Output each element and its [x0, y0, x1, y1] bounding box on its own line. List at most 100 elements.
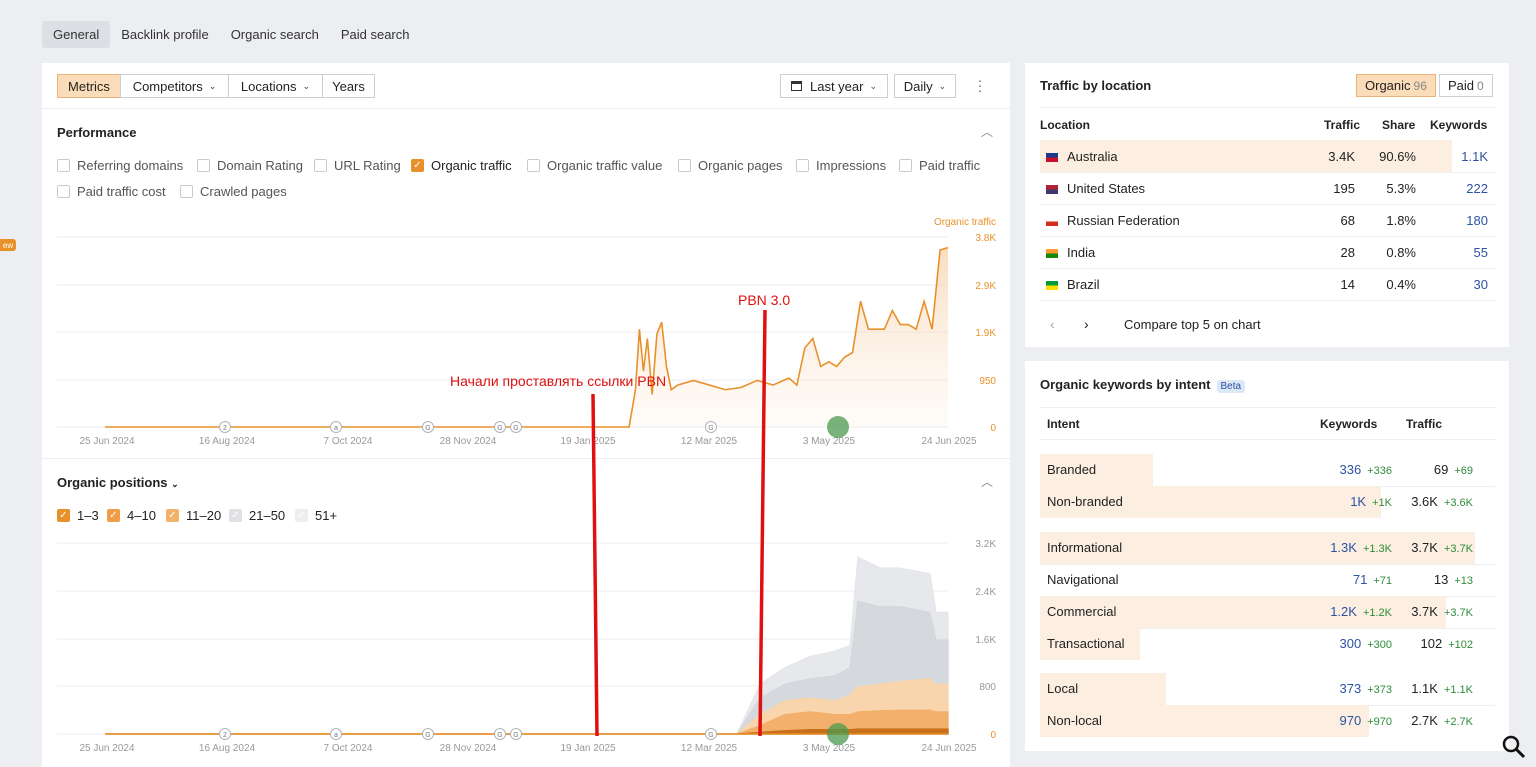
pos-x-tick: 7 Oct 2024: [324, 743, 373, 754]
intent-keywords[interactable]: 970 +970: [1275, 713, 1392, 728]
keywords-delta: +336: [1367, 465, 1392, 477]
keywords-link[interactable]: 222: [1466, 181, 1488, 196]
position-filter-2[interactable]: ✓ 11–20: [166, 508, 221, 523]
compare-top5-link[interactable]: Compare top 5 on chart: [1124, 317, 1261, 332]
checkbox-organic-pages[interactable]: Organic pages: [678, 158, 783, 173]
position-filter-1[interactable]: ✓ 4–10: [107, 508, 156, 523]
keywords-link[interactable]: 55: [1473, 245, 1488, 260]
traffic-delta: +3.7K: [1443, 607, 1473, 619]
chevron-up-icon[interactable]: ︿: [981, 475, 994, 489]
tab-backlink-profile[interactable]: Backlink profile: [121, 27, 209, 42]
checkbox-label: Paid traffic cost: [77, 184, 166, 199]
chevron-down-icon: ⌄: [938, 80, 947, 91]
pos-event-marker[interactable]: [422, 728, 434, 740]
keywords-link[interactable]: 180: [1466, 213, 1488, 228]
keywords-delta: +1K: [1372, 497, 1392, 509]
intent-label: Non-local: [1047, 713, 1102, 728]
checkbox-organic-traffic[interactable]: ✓ Organic traffic: [411, 158, 512, 173]
organic-toggle[interactable]: Organic 96: [1356, 74, 1436, 97]
organic-traffic-line[interactable]: [105, 246, 949, 428]
traffic-value: 2.7K: [1411, 713, 1438, 728]
competitors-dropdown[interactable]: Competitors ⌄: [120, 74, 229, 98]
traffic-by-location-card: Traffic by location Organic 96 Paid 0 Loca…: [1025, 63, 1509, 347]
chevron-down-icon: ⌄: [208, 80, 217, 91]
position-filter-3[interactable]: ✓ 21–50: [229, 508, 285, 523]
col-traffic: Traffic: [1406, 417, 1443, 431]
keywords-link[interactable]: 1.1K: [1461, 149, 1488, 164]
checkbox-label: 1–3: [77, 508, 99, 523]
pbn3-marker-line: [758, 309, 767, 737]
perf-event-marker-label: a: [334, 425, 338, 432]
pos-event-marker[interactable]: [219, 728, 231, 740]
intent-keywords[interactable]: 336 +336: [1275, 462, 1392, 477]
traffic-value: 28: [1340, 245, 1355, 260]
pos-event-marker[interactable]: [330, 728, 342, 740]
checkbox-domain-rating[interactable]: Domain Rating: [197, 158, 303, 173]
checkbox-box: [57, 159, 70, 172]
green-event-dot[interactable]: [827, 416, 849, 438]
new-badge[interactable]: ew: [0, 239, 16, 251]
granularity-dropdown[interactable]: Daily ⌄: [894, 74, 956, 98]
checkbox-label: Referring domains: [77, 158, 184, 173]
checkbox-paid-traffic-cost[interactable]: Paid traffic cost: [57, 184, 166, 199]
checkbox-url-rating[interactable]: URL Rating: [314, 158, 401, 173]
intent-keywords[interactable]: 1K +1K: [1275, 494, 1392, 509]
paid-toggle[interactable]: Paid 0: [1439, 74, 1493, 97]
next-arrow-icon[interactable]: ›: [1084, 316, 1089, 332]
perf-x-tick: 28 Nov 2024: [440, 436, 497, 447]
checkbox-label: 51+: [315, 508, 338, 523]
traffic-delta: +3.7K: [1443, 543, 1473, 555]
tab-paid-search[interactable]: Paid search: [340, 27, 410, 42]
tab-organic-search[interactable]: Organic search: [230, 27, 319, 42]
checkbox-impressions[interactable]: Impressions: [796, 158, 886, 173]
search-icon[interactable]: [1500, 733, 1528, 761]
tab-general[interactable]: General: [42, 21, 111, 48]
pos-event-marker[interactable]: [494, 728, 506, 740]
location-row[interactable]: United States: [1046, 181, 1145, 196]
green-event-dot[interactable]: [827, 723, 849, 745]
intent-keywords[interactable]: 300 +300: [1275, 636, 1392, 651]
intent-keywords[interactable]: 1.3K +1.3K: [1275, 540, 1392, 555]
organic-positions-title[interactable]: Organic positions ⌄: [57, 475, 179, 490]
more-options-icon[interactable]: · · ·: [977, 72, 983, 98]
pos-x-tick: 16 Aug 2024: [199, 743, 256, 754]
perf-event-marker[interactable]: [422, 421, 434, 433]
keywords-delta: +373: [1367, 684, 1392, 696]
pos-event-marker[interactable]: [510, 728, 522, 740]
checkbox-box: ✓: [295, 509, 308, 522]
location-row[interactable]: Brazil: [1046, 277, 1100, 292]
checkbox-referring-domains[interactable]: Referring domains: [57, 158, 183, 173]
intent-keywords[interactable]: 1.2K +1.2K: [1275, 604, 1392, 619]
country-name: India: [1067, 245, 1096, 260]
perf-event-marker[interactable]: [494, 421, 506, 433]
pos-event-marker[interactable]: [705, 728, 717, 740]
pos-x-tick: 28 Nov 2024: [440, 743, 497, 754]
checkbox-crawled-pages[interactable]: Crawled pages: [180, 184, 287, 199]
perf-event-marker[interactable]: [330, 421, 342, 433]
perf-event-marker[interactable]: [705, 421, 717, 433]
perf-event-marker[interactable]: [510, 421, 522, 433]
traffic-delta: +69: [1454, 465, 1473, 477]
intent-keywords[interactable]: 71 +71: [1275, 572, 1392, 587]
keywords-delta: +1.3K: [1362, 543, 1392, 555]
checkbox-box: ✓: [57, 509, 70, 522]
position-filter-0[interactable]: ✓ 1–3: [57, 508, 99, 523]
chevron-up-icon[interactable]: ︿: [981, 125, 994, 139]
prev-arrow-icon[interactable]: ‹: [1050, 316, 1055, 332]
position-filter-4[interactable]: ✓ 51+: [295, 508, 337, 523]
location-row[interactable]: India: [1046, 245, 1095, 260]
traffic-by-location-title: Traffic by location: [1040, 78, 1152, 93]
intent-keywords[interactable]: 373 +373: [1275, 681, 1392, 696]
checkbox-box: ✓: [107, 509, 120, 522]
keywords-link[interactable]: 30: [1473, 277, 1488, 292]
checkbox-label: Paid traffic: [919, 158, 981, 173]
years-button[interactable]: Years: [322, 74, 375, 98]
perf-event-marker[interactable]: [219, 421, 231, 433]
date-range-dropdown[interactable]: Last year ⌄: [780, 74, 888, 98]
location-row[interactable]: Australia: [1046, 149, 1118, 164]
country-name: Russian Federation: [1067, 213, 1180, 228]
intent-share-bar: [1040, 532, 1475, 564]
checkbox-organic-traffic-value[interactable]: Organic traffic value: [527, 158, 662, 173]
location-row[interactable]: Russian Federation: [1046, 213, 1180, 228]
checkbox-paid-traffic[interactable]: Paid traffic: [899, 158, 980, 173]
